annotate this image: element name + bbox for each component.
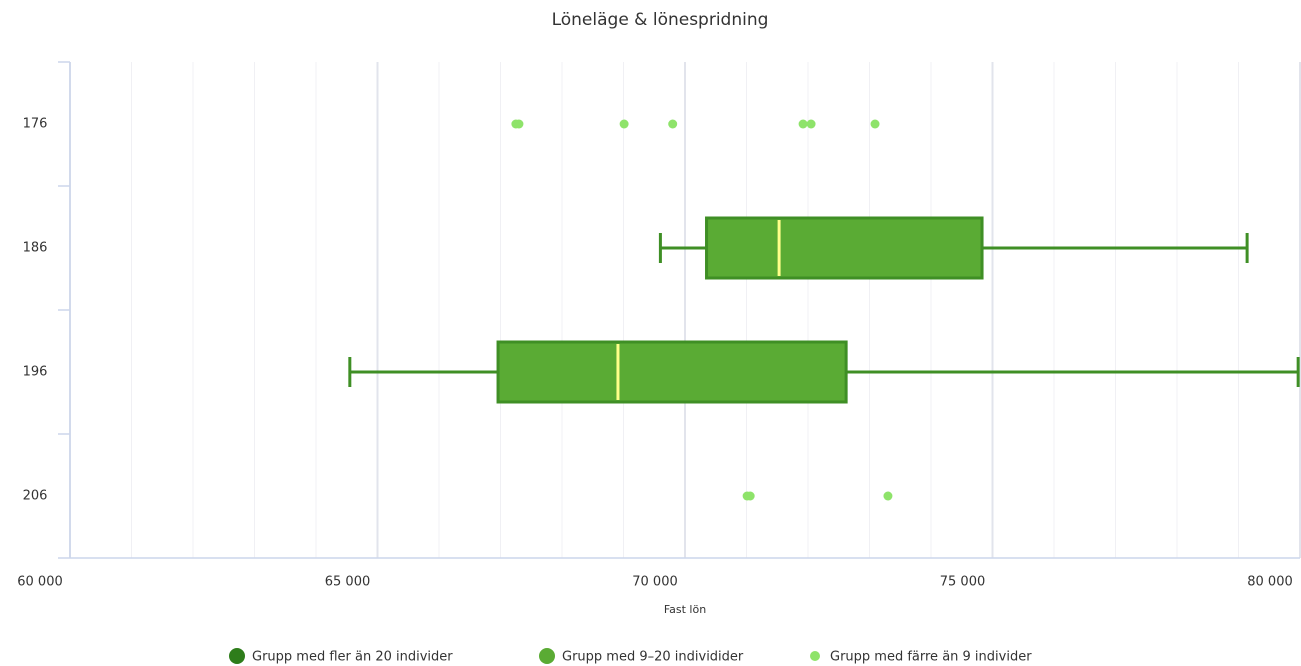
y-tick-label: 186 <box>23 241 48 256</box>
legend-label: Grupp med färre än 9 individer <box>830 650 1032 665</box>
x-tick-label: 60 000 <box>17 575 63 590</box>
box <box>705 216 984 280</box>
outlier-point <box>745 491 755 501</box>
x-tick-label: 80 000 <box>1247 575 1293 590</box>
outlier-point <box>870 119 880 129</box>
legend-label: Grupp med fler än 20 individer <box>252 650 453 665</box>
x-tick-label: 70 000 <box>632 575 678 590</box>
outlier-point <box>806 119 816 129</box>
chart-title: Löneläge & lönespridning <box>552 10 769 30</box>
legend-marker <box>229 648 245 664</box>
legend-marker <box>810 651 820 661</box>
y-tick-label: 176 <box>23 117 48 132</box>
y-tick-label: 206 <box>23 489 48 504</box>
outlier-point <box>668 119 678 129</box>
outlier-point <box>619 119 629 129</box>
x-tick-label: 75 000 <box>940 575 986 590</box>
y-tick-label: 196 <box>23 365 48 380</box>
outlier-point <box>883 491 893 501</box>
outlier-point <box>514 119 524 129</box>
x-axis-label: Fast lön <box>664 603 706 616</box>
legend-label: Grupp med 9–20 individider <box>562 650 744 665</box>
legend-marker <box>539 648 555 664</box>
x-tick-label: 65 000 <box>325 575 371 590</box>
outlier-point <box>798 119 808 129</box>
box <box>496 340 848 404</box>
